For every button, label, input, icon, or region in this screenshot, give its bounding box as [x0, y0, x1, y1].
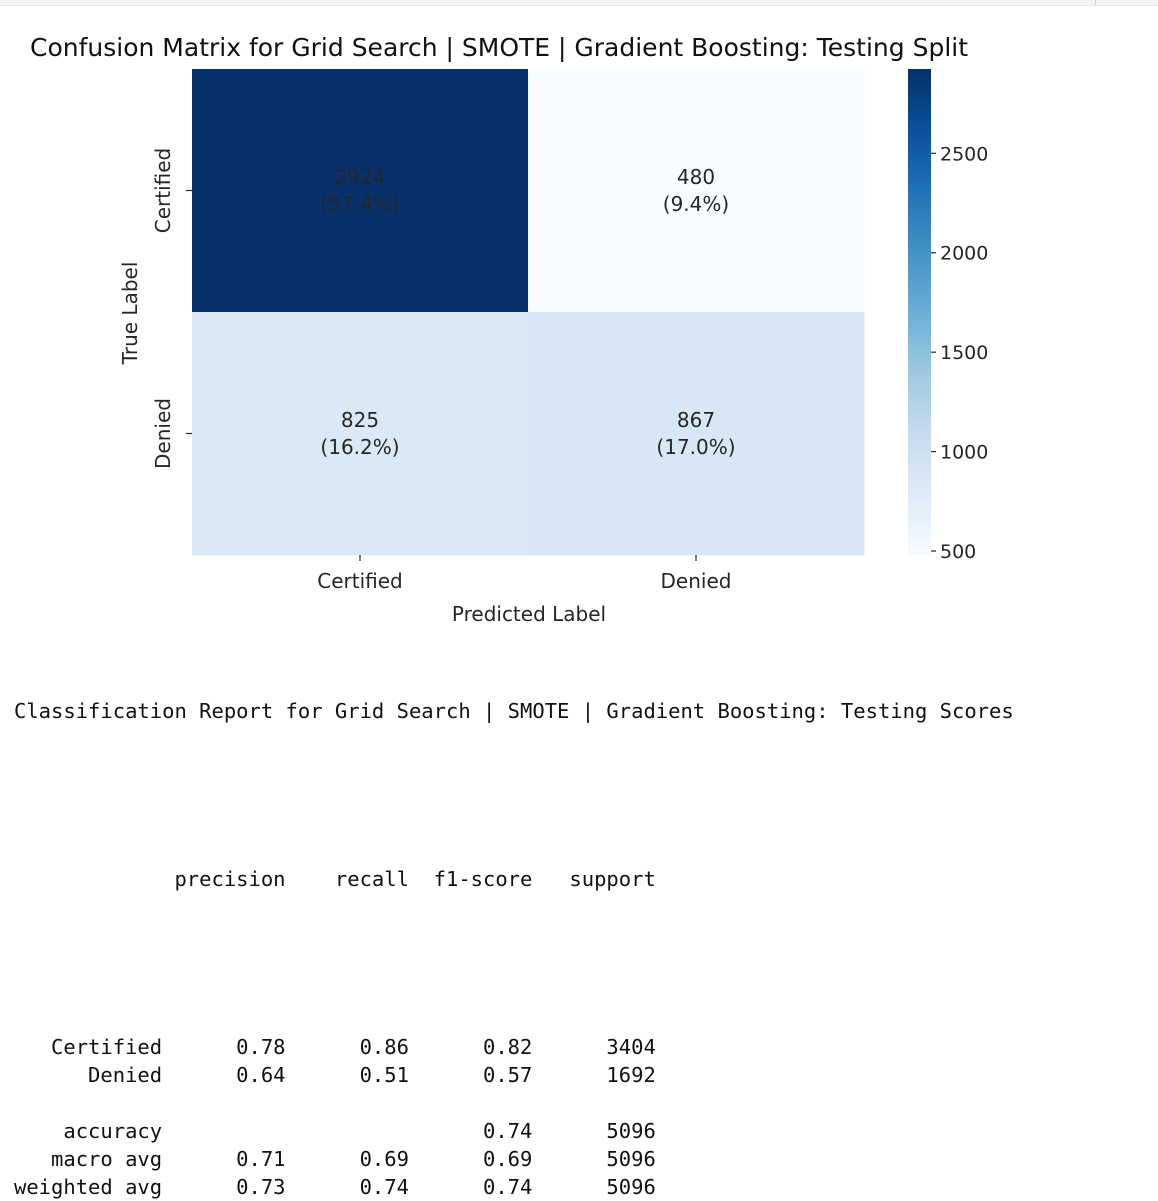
report-spacer: [14, 1089, 1014, 1117]
cell-count-label: 2924: [335, 165, 386, 189]
cell-count-label: 480: [677, 165, 715, 189]
colorbar-tick-label: 500: [940, 541, 976, 563]
heatmap-cell: [528, 312, 865, 556]
colorbar-tick-label: 1500: [940, 342, 988, 364]
cell-percent-label: (16.2%): [320, 435, 399, 459]
colorbar: [908, 69, 931, 555]
classification-report: Classification Report for Grid Search | …: [14, 641, 1014, 1199]
cell-percent-label: (17.0%): [656, 435, 735, 459]
report-title: Classification Report for Grid Search | …: [14, 699, 1014, 723]
cell-divider: [1095, 0, 1096, 5]
report-row: Certified 0.78 0.86 0.82 3404: [14, 1035, 656, 1059]
colorbar-tick-label: 1000: [940, 442, 988, 464]
report-header: precision recall f1-score support: [14, 867, 656, 891]
heatmap-cell: [528, 69, 865, 313]
colorbar-tick-label: 2500: [940, 143, 988, 165]
y-tick-label: Denied: [151, 398, 175, 469]
confusion-matrix-chart: Confusion Matrix for Grid Search | SMOTE…: [30, 33, 988, 626]
heatmap-cell: [192, 69, 529, 313]
cell-percent-label: (57.4%): [320, 192, 399, 216]
report-row: macro avg 0.71 0.69 0.69 5096: [14, 1147, 656, 1171]
chart-title: Confusion Matrix for Grid Search | SMOTE…: [30, 33, 968, 62]
x-tick-label: Certified: [317, 569, 403, 593]
y-axis-label: True Label: [118, 262, 142, 366]
x-axis-label: Predicted Label: [452, 602, 606, 626]
y-tick-label: Certified: [151, 148, 175, 234]
report-row: Denied 0.64 0.51 0.57 1692: [14, 1063, 656, 1087]
heatmap-cell: [192, 312, 529, 556]
cell-count-label: 867: [677, 408, 715, 432]
report-row: accuracy 0.74 5096: [14, 1119, 656, 1143]
cell-count-label: 825: [341, 408, 379, 432]
x-tick-label: Denied: [661, 569, 732, 593]
output-cell-top-border: [0, 0, 1158, 6]
colorbar-tick-label: 2000: [940, 243, 988, 265]
cell-percent-label: (9.4%): [663, 192, 729, 216]
report-row: weighted avg 0.73 0.74 0.74 5096: [14, 1175, 656, 1199]
